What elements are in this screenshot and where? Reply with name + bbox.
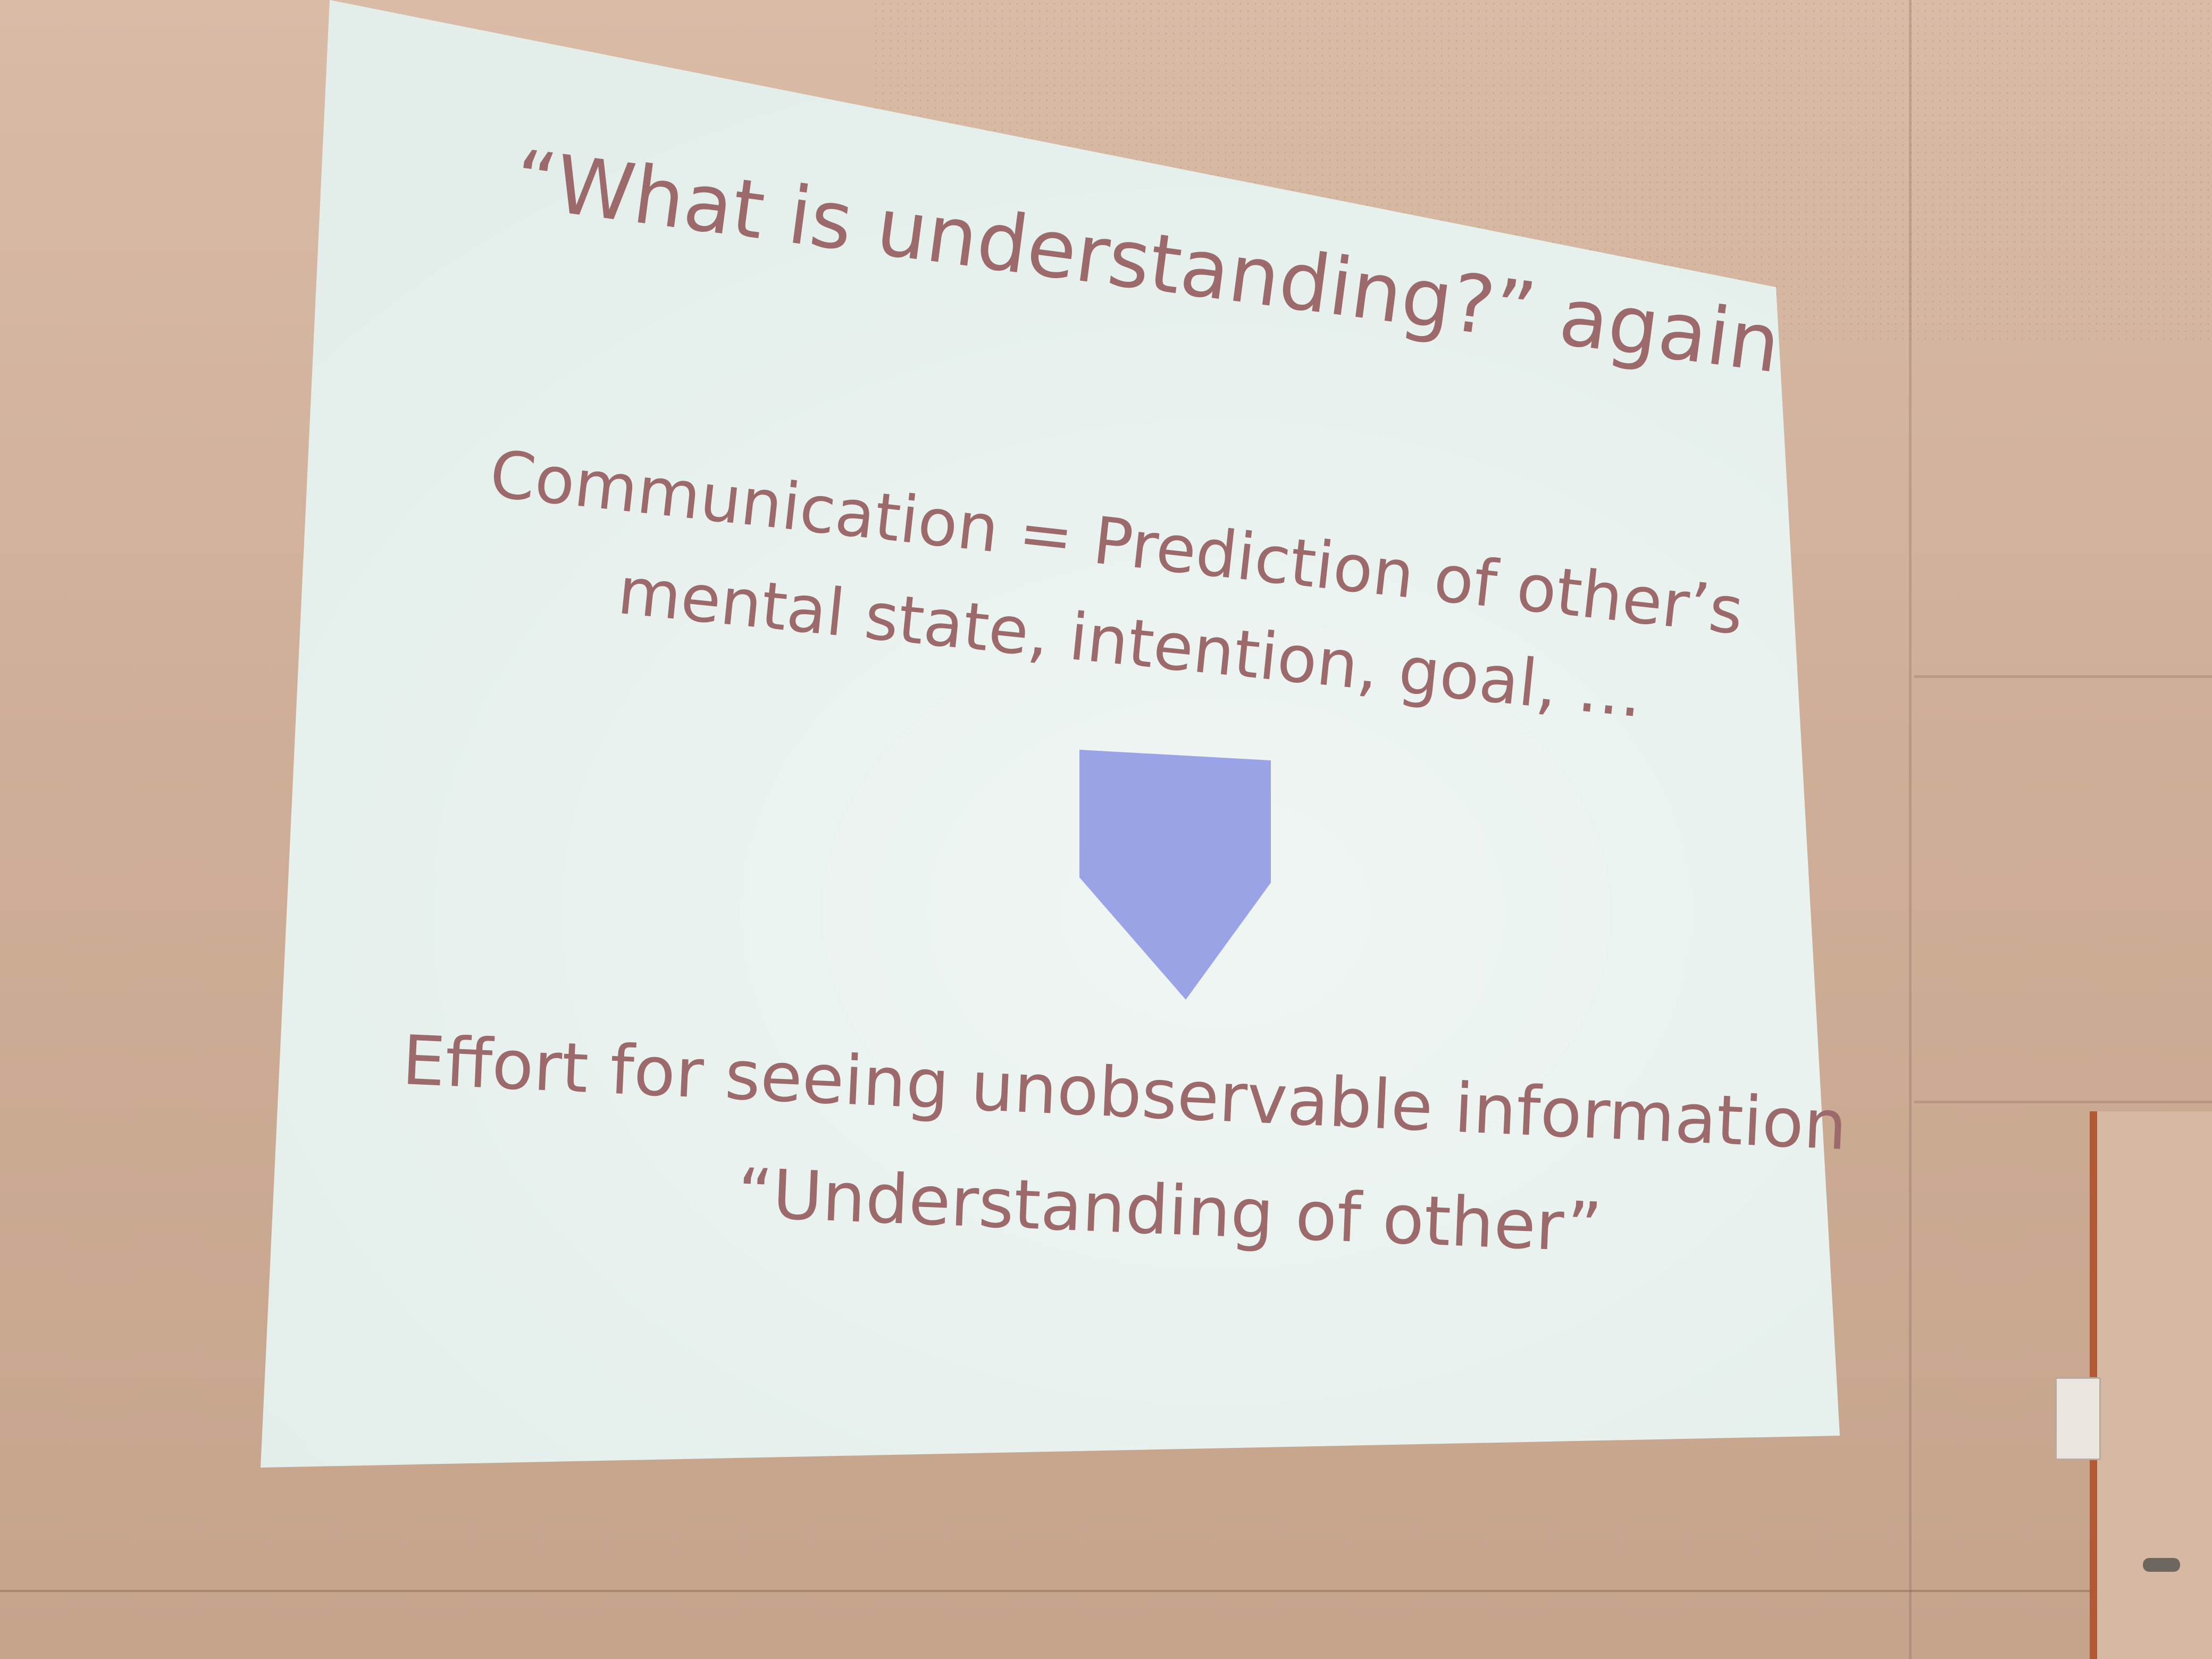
- wall-seam: [1914, 675, 2212, 678]
- wall-baseline: [0, 1590, 2212, 1592]
- down-arrow-icon: [1079, 750, 1271, 1000]
- door-handle: [2143, 1558, 2180, 1572]
- door: [2090, 1111, 2212, 1659]
- wall-seam: [1909, 0, 1912, 1659]
- wall-seam: [1914, 1101, 2212, 1103]
- wall-sign: [2055, 1377, 2101, 1460]
